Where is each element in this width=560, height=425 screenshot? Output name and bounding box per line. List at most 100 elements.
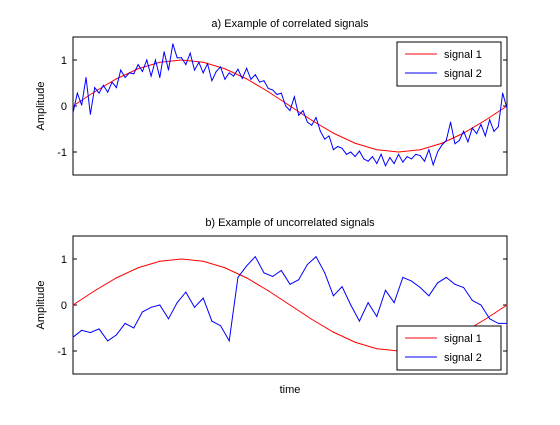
series-point-1 <box>441 142 443 144</box>
series-point-2 <box>254 256 256 258</box>
series-point-2 <box>332 295 334 297</box>
series-point-2 <box>406 156 408 158</box>
series-point-1 <box>181 59 182 61</box>
series-point-2 <box>315 256 317 258</box>
series-point-2 <box>137 64 139 66</box>
legend-label-1: signal 1 <box>444 333 482 345</box>
chart-title: b) Example of uncorrelated signals <box>205 217 375 229</box>
series-point-2 <box>384 289 386 291</box>
series-point-2 <box>72 336 74 338</box>
series-point-2 <box>497 322 499 324</box>
series-point-1 <box>354 341 356 343</box>
series-point-2 <box>454 283 456 285</box>
series-point-2 <box>445 276 447 278</box>
series-point-2 <box>393 163 395 164</box>
series-point-2 <box>111 81 113 83</box>
series-point-2 <box>176 302 178 304</box>
series-point-2 <box>354 156 356 158</box>
series-point-2 <box>463 130 465 132</box>
series-point-2 <box>198 61 200 63</box>
series-point-2 <box>133 73 135 75</box>
series-point-2 <box>367 302 369 304</box>
legend-box <box>396 325 502 371</box>
series-point-2 <box>124 76 126 78</box>
series-point-2 <box>384 165 386 167</box>
series-point-1 <box>224 267 226 269</box>
series-point-2 <box>272 275 274 277</box>
series-point-2 <box>159 304 161 306</box>
series-point-2 <box>202 297 204 299</box>
series-point-2 <box>237 276 239 278</box>
series-point-1 <box>72 304 74 306</box>
series-point-1 <box>115 277 117 279</box>
series-point-1 <box>376 348 378 350</box>
series-point-2 <box>76 92 78 94</box>
series-point-2 <box>341 286 343 288</box>
y-tick-label: 1 <box>61 254 67 266</box>
series-point-1 <box>94 290 96 292</box>
series-point-2 <box>181 57 182 59</box>
series-point-2 <box>280 92 282 94</box>
series-point-2 <box>141 71 143 72</box>
series-point-2 <box>215 71 217 72</box>
chart-uncorrelated: b) Example of uncorrelated signals -1 0 1 Am… <box>35 217 508 396</box>
series-point-2 <box>176 57 178 59</box>
series-point-2 <box>98 328 100 330</box>
series-point-1 <box>202 61 204 63</box>
series-point-2 <box>228 340 230 342</box>
series-point-2 <box>358 320 360 322</box>
series-point-2 <box>332 149 334 151</box>
series-point-1 <box>484 119 486 121</box>
series-point-2 <box>220 66 222 68</box>
series-point-2 <box>167 318 169 320</box>
series-point-2 <box>411 280 413 282</box>
series-point-2 <box>376 316 378 317</box>
series-point-2 <box>141 311 143 313</box>
y-tick-label: -1 <box>57 147 67 159</box>
series-point-2 <box>458 140 460 141</box>
series-point-2 <box>120 69 122 71</box>
series-point-2 <box>328 135 330 137</box>
series-point-2 <box>367 160 369 162</box>
x-axis-label: time <box>280 384 301 396</box>
series-point-2 <box>250 78 252 80</box>
series-point-2 <box>163 51 165 53</box>
series-point-2 <box>484 135 486 137</box>
series-point-2 <box>363 158 365 160</box>
series-point-2 <box>289 110 291 112</box>
series-point-2 <box>246 265 248 267</box>
series-point-2 <box>467 141 469 143</box>
series-point-2 <box>293 96 295 98</box>
series-point-2 <box>94 87 96 89</box>
series-point-2 <box>85 76 87 78</box>
series-point-2 <box>302 110 304 112</box>
series-point-2 <box>489 119 491 121</box>
series-point-2 <box>154 59 156 61</box>
chart-title: a) Example of correlated signals <box>211 18 369 30</box>
series-point-2 <box>224 78 226 80</box>
series-point-2 <box>98 92 100 94</box>
y-tick-label: 1 <box>61 55 67 67</box>
series-point-1 <box>181 258 182 260</box>
series-point-2 <box>402 161 404 163</box>
series-point-2 <box>463 287 465 289</box>
series-point-2 <box>159 76 161 78</box>
series-point-2 <box>172 43 174 45</box>
chart-correlated: a) Example of correlated signals -1 0 1 Ampl… <box>35 18 508 176</box>
series-point-1 <box>159 260 161 262</box>
series-point-2 <box>254 74 256 76</box>
series-point-2 <box>167 69 169 71</box>
series-point-2 <box>272 89 274 91</box>
series-point-2 <box>246 67 248 69</box>
series-point-2 <box>424 160 426 162</box>
series-point-1 <box>159 61 161 63</box>
series-point-2 <box>267 88 269 90</box>
series-point-1 <box>267 290 269 292</box>
series-point-2 <box>402 276 404 278</box>
series-point-2 <box>237 68 239 70</box>
series-point-2 <box>506 107 508 109</box>
series-point-2 <box>107 340 109 342</box>
series-point-2 <box>411 158 413 160</box>
series-point-2 <box>419 155 421 157</box>
series-point-2 <box>324 138 326 140</box>
